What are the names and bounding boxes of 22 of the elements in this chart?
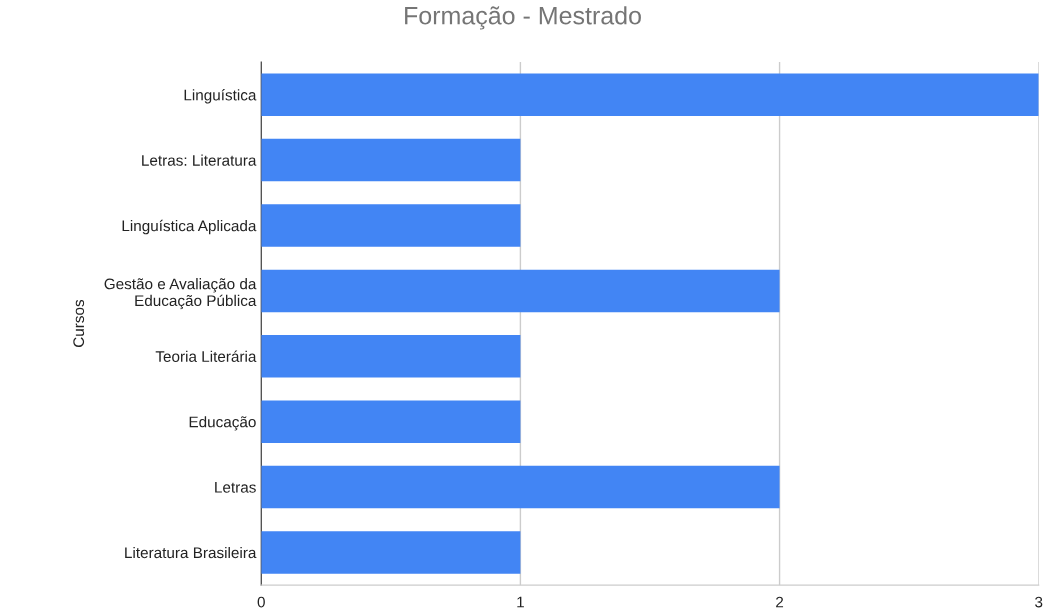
bar [261, 465, 780, 509]
bar [261, 531, 521, 574]
y-tick-label: Letras [215, 482, 256, 493]
bar [261, 269, 780, 313]
bar [261, 73, 1039, 116]
y-tick-label: Educação [189, 416, 256, 431]
x-tick-label: 1 [517, 596, 524, 608]
x-tick-label: 3 [1035, 596, 1043, 608]
y-tick-label: Gestão e Avaliação da Educação Pública [104, 278, 257, 310]
bar [261, 138, 521, 182]
y-tick-label: Literatura Brasileira [125, 546, 257, 559]
y-tick-label: Linguística Aplicada [122, 219, 257, 235]
chart-title: Formação - Mestrado [405, 6, 641, 30]
y-tick-label: Teoria Literária [155, 350, 257, 362]
bar [261, 400, 521, 443]
bar [261, 335, 521, 378]
y-tick-label: Letras: Literatura [142, 154, 257, 166]
bar [261, 204, 521, 247]
y-axis-title: Cursos [73, 299, 85, 347]
x-tick-label: 0 [257, 596, 265, 608]
y-tick-label: Linguística [184, 89, 257, 104]
x-tick-label: 2 [776, 596, 784, 608]
